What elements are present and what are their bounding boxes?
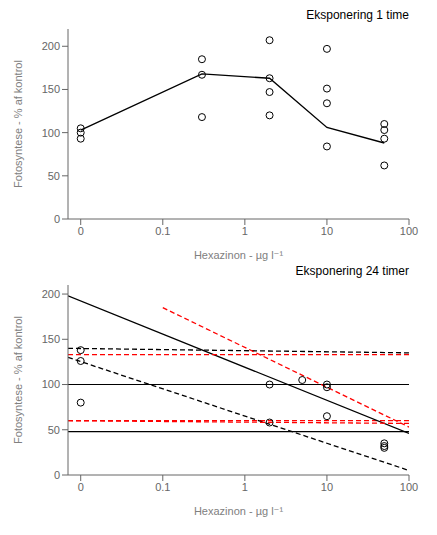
svg-text:0.1: 0.1 [155,481,170,493]
svg-text:50: 50 [48,424,60,436]
svg-text:0: 0 [54,469,60,481]
svg-text:150: 150 [42,333,60,345]
svg-text:0: 0 [54,213,60,225]
svg-text:100: 100 [42,378,60,390]
svg-text:50: 50 [48,170,60,182]
svg-text:0: 0 [78,481,84,493]
svg-text:1: 1 [242,481,248,493]
svg-text:0: 0 [78,225,84,237]
html-text:Eksponering 24 timer: Eksponering 24 timer [295,264,409,278]
svg-text:100: 100 [42,127,60,139]
svg-text:200: 200 [42,40,60,52]
svg-text:Hexazinon - µg l⁻¹: Hexazinon - µg l⁻¹ [194,249,284,261]
svg-text:10: 10 [321,225,333,237]
svg-text:Fotosyntese - % af kontrol: Fotosyntese - % af kontrol [12,60,24,188]
svg-text:200: 200 [42,288,60,300]
html-text:Eksponering 1 time: Eksponering 1 time [306,8,409,22]
svg-text:0.1: 0.1 [155,225,170,237]
svg-text:150: 150 [42,83,60,95]
svg-text:100: 100 [400,225,418,237]
svg-text:100: 100 [400,481,418,493]
svg-text:1: 1 [242,225,248,237]
svg-text:10: 10 [321,481,333,493]
svg-text:Fotosyntese - % af kontrol: Fotosyntese - % af kontrol [12,316,24,444]
svg-text:Hexazinon - µg l⁻¹: Hexazinon - µg l⁻¹ [194,505,284,517]
